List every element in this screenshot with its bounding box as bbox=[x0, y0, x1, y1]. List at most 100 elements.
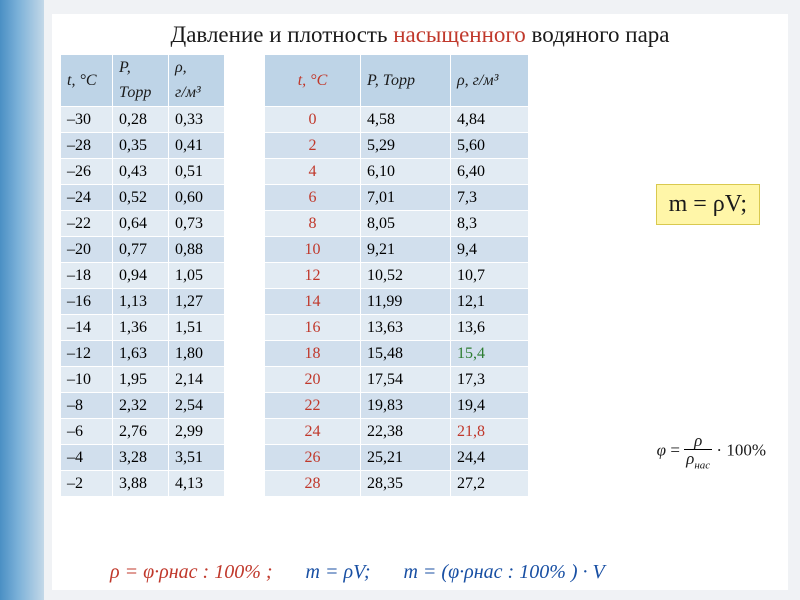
cell-p2: 11,99 bbox=[361, 289, 451, 315]
cell-r2: 21,8 bbox=[451, 419, 529, 445]
cell-t1: –20 bbox=[61, 237, 113, 263]
col-p1-l2: Торр bbox=[113, 81, 169, 107]
cell-gap bbox=[225, 237, 265, 263]
col-gap bbox=[225, 55, 265, 107]
cell-p2: 25,21 bbox=[361, 445, 451, 471]
table-row: –23,884,132828,3527,2 bbox=[61, 471, 529, 497]
cell-p2: 7,01 bbox=[361, 185, 451, 211]
cell-gap bbox=[225, 445, 265, 471]
cell-t2: 26 bbox=[265, 445, 361, 471]
cell-r1: 0,51 bbox=[169, 159, 225, 185]
cell-r1: 1,27 bbox=[169, 289, 225, 315]
cell-p1: 2,76 bbox=[113, 419, 169, 445]
cell-p2: 17,54 bbox=[361, 367, 451, 393]
col-p1-l1: P, bbox=[113, 55, 169, 81]
cell-r2: 4,84 bbox=[451, 107, 529, 133]
col-p2: P, Торр bbox=[361, 55, 451, 107]
cell-t2: 12 bbox=[265, 263, 361, 289]
cell-gap bbox=[225, 185, 265, 211]
cell-r2: 6,40 bbox=[451, 159, 529, 185]
formula-m2: m = ρV; bbox=[306, 561, 371, 583]
cell-p1: 3,28 bbox=[113, 445, 169, 471]
cell-t1: –18 bbox=[61, 263, 113, 289]
cell-r2: 19,4 bbox=[451, 393, 529, 419]
cell-p1: 3,88 bbox=[113, 471, 169, 497]
cell-r2: 15,4 bbox=[451, 341, 529, 367]
cell-r2: 17,3 bbox=[451, 367, 529, 393]
cell-p2: 13,63 bbox=[361, 315, 451, 341]
col-r2: ρ, г/м³ bbox=[451, 55, 529, 107]
table-row: –43,283,51 2625,2124,4 bbox=[61, 445, 529, 471]
cell-p1: 0,77 bbox=[113, 237, 169, 263]
page-title: Давление и плотность насыщенного водяног… bbox=[52, 14, 788, 54]
cell-r1: 2,54 bbox=[169, 393, 225, 419]
cell-t1: –6 bbox=[61, 419, 113, 445]
cell-r1: 1,51 bbox=[169, 315, 225, 341]
cell-r2: 5,60 bbox=[451, 133, 529, 159]
cell-t2: 24 bbox=[265, 419, 361, 445]
col-r1-l2: г/м³ bbox=[169, 81, 225, 107]
cell-p1: 0,43 bbox=[113, 159, 169, 185]
cell-t1: –14 bbox=[61, 315, 113, 341]
cell-t1: –16 bbox=[61, 289, 113, 315]
cell-p2: 22,38 bbox=[361, 419, 451, 445]
cell-gap bbox=[225, 211, 265, 237]
col-t1: t, °С bbox=[61, 55, 113, 107]
col-t2: t, °С bbox=[265, 55, 361, 107]
cell-p1: 0,52 bbox=[113, 185, 169, 211]
cell-r1: 0,73 bbox=[169, 211, 225, 237]
cell-p1: 0,35 bbox=[113, 133, 169, 159]
cell-r1: 3,51 bbox=[169, 445, 225, 471]
cell-t1: –28 bbox=[61, 133, 113, 159]
table-row: –121,631,801815,4815,4 bbox=[61, 341, 529, 367]
cell-r1: 2,14 bbox=[169, 367, 225, 393]
cell-gap bbox=[225, 471, 265, 497]
cell-t2: 20 bbox=[265, 367, 361, 393]
cell-r2: 9,4 bbox=[451, 237, 529, 263]
cell-p1: 0,94 bbox=[113, 263, 169, 289]
table-row: –82,322,542219,8319,4 bbox=[61, 393, 529, 419]
cell-r1: 4,13 bbox=[169, 471, 225, 497]
slide-content: Давление и плотность насыщенного водяног… bbox=[52, 14, 788, 590]
cell-r2: 7,3 bbox=[451, 185, 529, 211]
cell-r2: 27,2 bbox=[451, 471, 529, 497]
vapor-table: t, °С P, ρ, t, °С P, Торр ρ, г/м³ Торр г… bbox=[60, 54, 529, 497]
cell-gap bbox=[225, 263, 265, 289]
cell-gap bbox=[225, 133, 265, 159]
cell-t2: 18 bbox=[265, 341, 361, 367]
table-row: –260,430,5146,106,40 bbox=[61, 159, 529, 185]
cell-p2: 15,48 bbox=[361, 341, 451, 367]
table-row: –220,640,7388,058,3 bbox=[61, 211, 529, 237]
cell-gap bbox=[225, 419, 265, 445]
cell-t2: 8 bbox=[265, 211, 361, 237]
cell-p1: 1,63 bbox=[113, 341, 169, 367]
table-row: –180,941,051210,5210,7 bbox=[61, 263, 529, 289]
cell-r2: 24,4 bbox=[451, 445, 529, 471]
cell-r2: 12,1 bbox=[451, 289, 529, 315]
table-row: –300,280,3304,584,84 bbox=[61, 107, 529, 133]
cell-t2: 16 bbox=[265, 315, 361, 341]
cell-r1: 0,88 bbox=[169, 237, 225, 263]
cell-t2: 2 bbox=[265, 133, 361, 159]
formula-rho: ρ = φ·ρнас : 100% ; bbox=[110, 561, 273, 583]
title-pre: Давление и плотность bbox=[171, 22, 394, 47]
cell-t2: 14 bbox=[265, 289, 361, 315]
cell-t2: 10 bbox=[265, 237, 361, 263]
table-row: –240,520,6067,017,3 bbox=[61, 185, 529, 211]
cell-t1: –22 bbox=[61, 211, 113, 237]
cell-t1: –4 bbox=[61, 445, 113, 471]
cell-t1: –2 bbox=[61, 471, 113, 497]
cell-t2: 28 bbox=[265, 471, 361, 497]
cell-t1: –30 bbox=[61, 107, 113, 133]
cell-t1: –26 bbox=[61, 159, 113, 185]
cell-r1: 1,05 bbox=[169, 263, 225, 289]
title-accent: насыщенного bbox=[393, 22, 526, 47]
cell-r1: 0,33 bbox=[169, 107, 225, 133]
bottom-formulas: ρ = φ·ρнас : 100% ; m = ρV; m = (φ·ρнас … bbox=[110, 561, 776, 584]
cell-p1: 2,32 bbox=[113, 393, 169, 419]
cell-t1: –12 bbox=[61, 341, 113, 367]
table-row: –101,952,142017,5417,3 bbox=[61, 367, 529, 393]
cell-p2: 19,83 bbox=[361, 393, 451, 419]
cell-p2: 10,52 bbox=[361, 263, 451, 289]
cell-t2: 0 bbox=[265, 107, 361, 133]
